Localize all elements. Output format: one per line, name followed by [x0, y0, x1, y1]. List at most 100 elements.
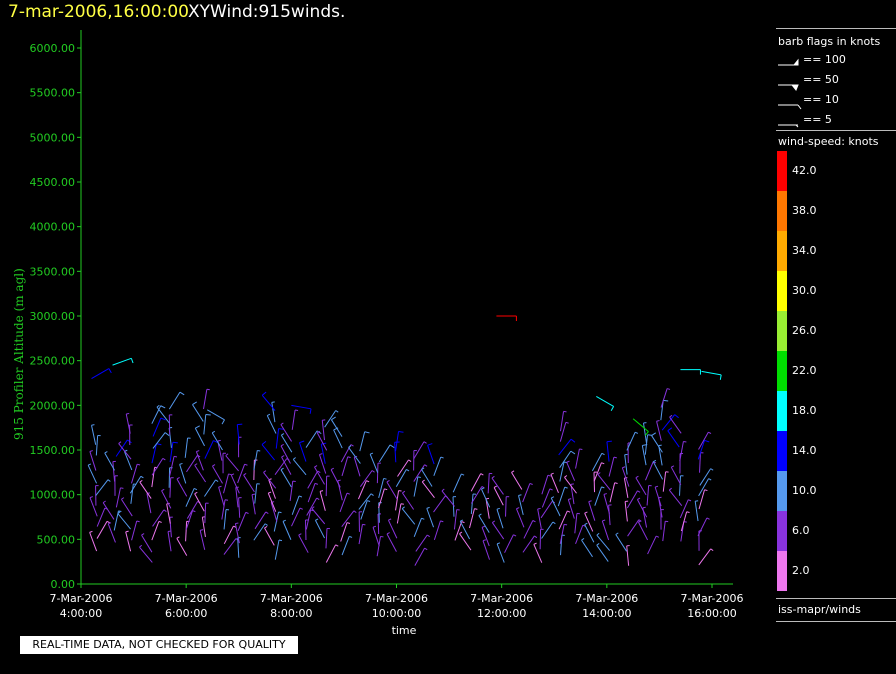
wind-barb-flag: [243, 473, 247, 476]
wind-barb: [107, 523, 116, 543]
wind-barb-flag: [492, 520, 496, 523]
wind-barb-flag: [651, 432, 657, 436]
wind-barb-flag: [235, 522, 239, 525]
wind-barb-flag: [282, 519, 286, 522]
wind-barb: [470, 486, 483, 504]
wind-barb: [280, 424, 292, 442]
wind-barb: [593, 462, 602, 482]
wind-barb: [298, 534, 309, 553]
wind-barb-flag: [655, 535, 660, 538]
wind-barb: [237, 537, 240, 558]
colorbar-segment: [777, 231, 787, 271]
wind-barb-flag: [537, 507, 541, 510]
wind-barb-flag: [371, 470, 375, 473]
wind-barb-flag: [421, 517, 425, 520]
wind-barb: [564, 477, 577, 494]
wind-barb-flag: [225, 453, 229, 457]
wind-barb: [679, 475, 681, 496]
wind-barb-flag: [346, 522, 351, 524]
wind-barb-flag: [200, 529, 204, 531]
wind-barb: [559, 422, 567, 442]
wind-barb-flag: [164, 432, 170, 437]
x-tick-date: 7-Mar-2006: [575, 592, 638, 605]
wind-barb-flag: [211, 430, 216, 434]
wind-barb: [481, 527, 490, 547]
wind-barb: [596, 544, 609, 562]
chart-date-time: 7-mar-2006,16:00:00: [8, 2, 189, 22]
wind-barb: [596, 534, 611, 551]
wind-barb-flag: [606, 440, 612, 443]
wind-barb-flag: [108, 522, 112, 525]
wind-barb-flag: [213, 440, 219, 444]
wind-barb-flag: [292, 457, 296, 460]
wind-barb-flag: [427, 443, 433, 446]
wind-barb: [291, 495, 300, 515]
wind-barb: [493, 487, 504, 506]
wind-barb-flag: [461, 521, 465, 524]
wind-barb: [117, 513, 131, 530]
wind-barb: [559, 461, 565, 482]
wind-barb: [112, 461, 116, 482]
wind-barb-flag: [547, 474, 551, 477]
wind-barb: [496, 543, 505, 563]
wind-barb: [386, 481, 398, 500]
wind-barb: [647, 535, 657, 555]
wind-barb: [558, 510, 568, 530]
wind-barb-flag: [461, 473, 465, 476]
wind-barb-flag: [513, 534, 517, 537]
wind-barb: [459, 533, 472, 551]
wind-barb-flag: [244, 463, 248, 466]
wind-barb: [550, 474, 559, 493]
wind-barb: [341, 456, 349, 477]
wind-barb-flag: [704, 489, 708, 492]
wind-barb: [203, 414, 207, 435]
wind-barb: [624, 454, 628, 475]
wind-barb: [275, 428, 280, 449]
x-tick-time: 14:00:00: [582, 607, 631, 620]
wind-barb: [151, 458, 164, 476]
wind-barb-flag: [481, 525, 486, 528]
wind-barb-flag: [280, 422, 284, 425]
wind-barb: [453, 509, 458, 530]
y-tick-label: 5000.00: [30, 131, 76, 144]
wind-barb: [266, 415, 277, 434]
wind-barb: [358, 524, 363, 545]
wind-barb: [102, 502, 115, 520]
wind-barb: [151, 521, 160, 541]
wind-barb: [321, 420, 325, 441]
wind-barb: [235, 487, 239, 508]
wind-barb-flag: [566, 460, 570, 463]
wind-barb-flag: [570, 438, 576, 443]
wind-barb: [95, 435, 99, 456]
wind-barb: [151, 405, 162, 424]
wind-barb: [146, 493, 152, 514]
wind-barb: [123, 451, 133, 471]
wind-barb-flag: [212, 464, 216, 467]
wind-barb-flag: [669, 414, 673, 418]
wind-barb: [615, 534, 628, 552]
wind-barb-flag: [333, 427, 339, 431]
wind-barb-flag: [440, 456, 444, 459]
wind-barb-flag: [317, 430, 321, 434]
wind-barb: [223, 473, 230, 494]
wind-barb: [141, 534, 153, 553]
wind-barb: [264, 527, 275, 546]
legend-divider: [776, 130, 896, 131]
wind-barb-flag: [281, 455, 285, 458]
wind-barb: [156, 406, 170, 424]
wind-barb-flag: [299, 440, 305, 444]
wind-barb-flag: [335, 544, 339, 547]
wind-barb: [679, 499, 689, 519]
wind-barb: [96, 521, 108, 539]
wind-barb: [292, 459, 307, 476]
wind-barb: [515, 508, 525, 528]
wind-barb-flag: [126, 412, 130, 415]
wind-barb-flag: [638, 520, 642, 523]
wind-barb: [314, 466, 325, 485]
wind-barb: [413, 518, 422, 538]
wind-barb: [212, 465, 223, 484]
wind-barb-flag: [601, 462, 605, 465]
wind-barb: [333, 429, 343, 449]
wind-barb: [452, 473, 462, 493]
wind-barb: [697, 440, 705, 460]
